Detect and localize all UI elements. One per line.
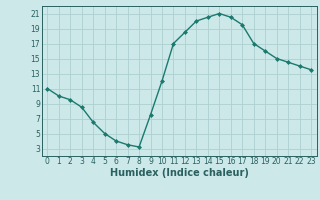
X-axis label: Humidex (Indice chaleur): Humidex (Indice chaleur)	[110, 168, 249, 178]
